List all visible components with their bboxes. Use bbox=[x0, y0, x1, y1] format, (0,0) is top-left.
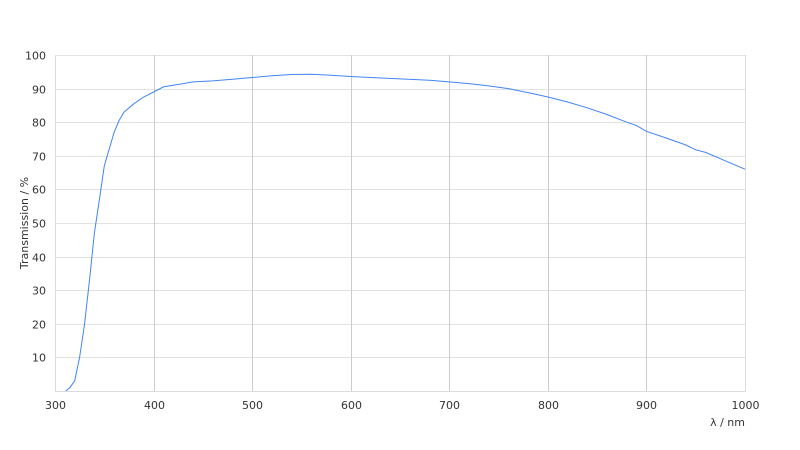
y-tick-label: 60 bbox=[32, 184, 46, 197]
y-tick-label: 100 bbox=[25, 50, 46, 63]
x-tick-label: 800 bbox=[538, 399, 559, 412]
y-axis-label: Transmission / % bbox=[18, 177, 31, 270]
y-tick-label: 50 bbox=[32, 218, 46, 231]
x-tick-label: 400 bbox=[144, 399, 165, 412]
y-tick-label: 10 bbox=[32, 352, 46, 365]
y-tick-label: 30 bbox=[32, 285, 46, 298]
x-tick-label: 700 bbox=[439, 399, 460, 412]
x-axis-label: λ / nm bbox=[710, 416, 745, 429]
x-tick-label: 900 bbox=[636, 399, 657, 412]
tick-labels: 10 20 30 40 50 60 70 80 90 100 300 400 500 600 700 800 9… bbox=[25, 50, 760, 413]
x-tick-label: 300 bbox=[45, 399, 66, 412]
x-tick-label: 500 bbox=[242, 399, 263, 412]
series-line bbox=[65, 73, 746, 392]
grid bbox=[55, 55, 746, 392]
x-tick-label: 600 bbox=[341, 399, 362, 412]
x-tick-label: 1000 bbox=[732, 399, 760, 412]
y-tick-label: 80 bbox=[32, 117, 46, 130]
y-tick-label: 40 bbox=[32, 252, 46, 265]
y-tick-label: 20 bbox=[32, 319, 46, 332]
y-tick-label: 70 bbox=[32, 151, 46, 164]
y-tick-label: 90 bbox=[32, 84, 46, 97]
